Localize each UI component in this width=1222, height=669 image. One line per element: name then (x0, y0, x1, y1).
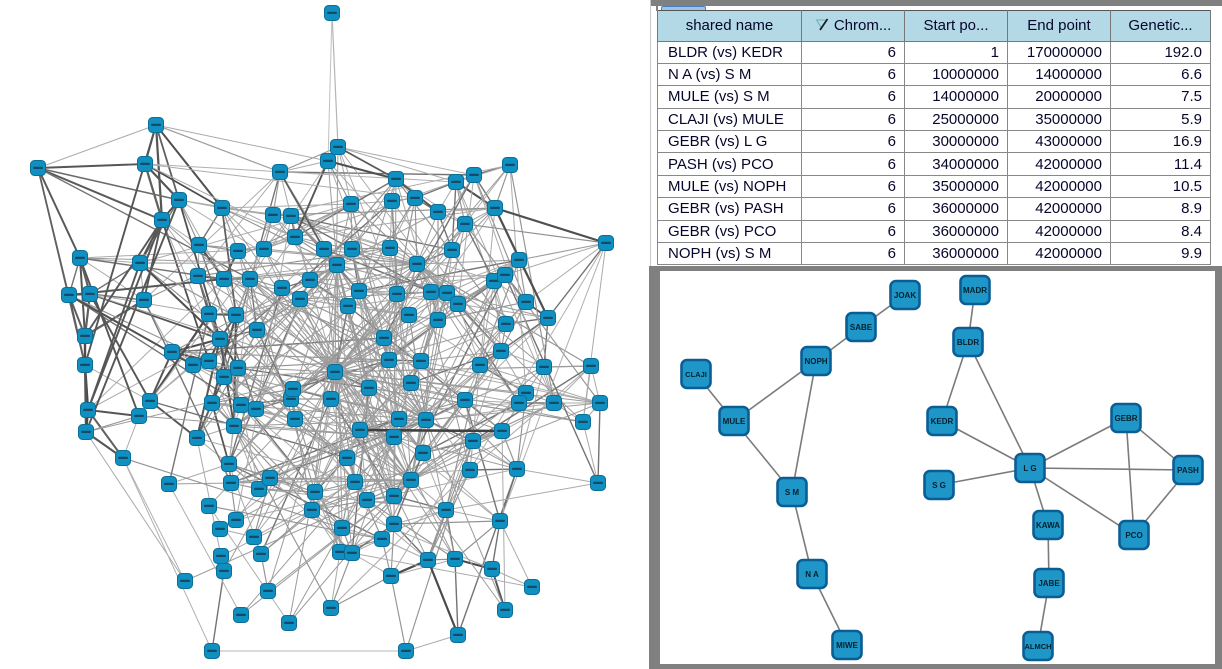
svg-text:KAWA: KAWA (1036, 521, 1060, 530)
svg-text:NOPH: NOPH (804, 357, 827, 366)
svg-text:ALMCH: ALMCH (1024, 642, 1051, 651)
svg-text:MIWE: MIWE (836, 641, 858, 650)
svg-text:MADR: MADR (963, 286, 987, 295)
svg-text:CLAJI: CLAJI (685, 370, 707, 379)
svg-text:PASH: PASH (1177, 466, 1199, 475)
svg-text:JABE: JABE (1038, 579, 1060, 588)
svg-text:SABE: SABE (850, 323, 873, 332)
svg-text:S M: S M (785, 488, 800, 497)
svg-text:N A: N A (805, 570, 819, 579)
svg-text:JOAK: JOAK (894, 291, 916, 300)
svg-text:BLDR: BLDR (957, 338, 979, 347)
svg-text:GEBR: GEBR (1114, 414, 1137, 423)
svg-text:L G: L G (1023, 464, 1036, 473)
svg-text:MULE: MULE (723, 417, 746, 426)
svg-text:PCO: PCO (1125, 531, 1142, 540)
svg-text:S G: S G (932, 481, 946, 490)
svg-text:KEDR: KEDR (931, 417, 954, 426)
